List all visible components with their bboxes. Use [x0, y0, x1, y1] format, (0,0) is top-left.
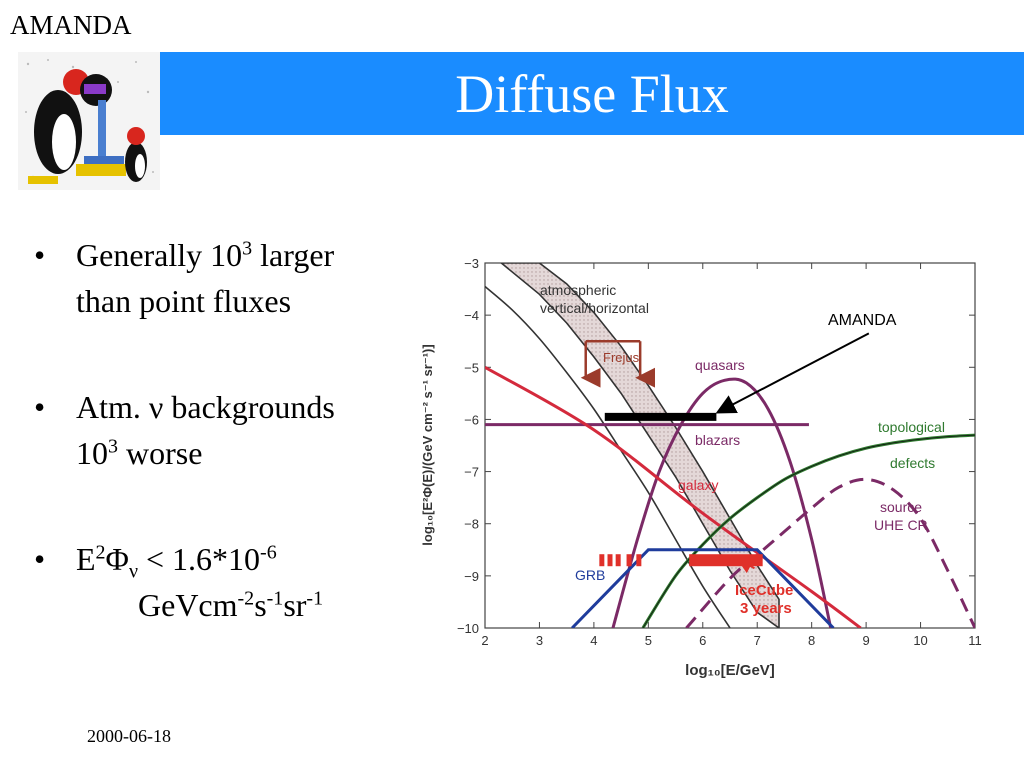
bullet-flux-comparison: Generally 103 larger than point fluxes: [30, 232, 415, 324]
icecube-dash: [636, 554, 642, 567]
label-topological: topological: [878, 419, 945, 435]
bullet2-line2-pre: 10: [76, 435, 108, 471]
y-tick-label: −10: [457, 621, 479, 636]
label-frejus: Frejus: [603, 350, 640, 365]
bullet3-phi-sub: ν: [128, 560, 138, 583]
footer-date: 2000-06-18: [87, 726, 171, 746]
y-tick-label: −3: [464, 256, 479, 271]
y-tick-label: −4: [464, 308, 479, 323]
bullet3-limit-exp: -6: [260, 541, 277, 564]
bullet1-line1-post: larger: [252, 237, 335, 273]
y-tick-label: −9: [464, 569, 479, 584]
bullet-backgrounds: Atm. ν backgrounds 103 worse: [30, 384, 415, 476]
amanda-arrow: [715, 332, 870, 414]
x-tick-label: 7: [754, 633, 761, 648]
y-tick-label: −6: [464, 412, 479, 427]
label-source: source: [880, 499, 922, 515]
x-tick-label: 11: [968, 633, 982, 648]
x-tick-label: 8: [808, 633, 815, 648]
label-atmospheric: atmospheric: [540, 282, 616, 298]
series-topological-core: [642, 434, 975, 628]
unit-gevcm: GeVcm: [138, 587, 238, 623]
unit-s-exp: -1: [266, 587, 284, 610]
corner-label: AMANDA: [10, 10, 132, 40]
bullet2-exp: 3: [108, 435, 118, 458]
page-title: Diffuse Flux: [455, 63, 729, 124]
label-galaxy: galaxy: [678, 477, 718, 493]
bullet3-e-exp: 2: [95, 541, 106, 564]
bullet-list: Generally 103 larger than point fluxes A…: [30, 232, 415, 688]
series-quasars: [611, 377, 833, 628]
x-axis-label: log₁₀[E/GeV]: [685, 662, 775, 679]
icecube-bar: [689, 554, 763, 567]
bullet-limit: E2Φν < 1.6*10-6 GeVcm-2s-1sr-1: [30, 536, 415, 628]
bullet3-limit: < 1.6*10: [137, 541, 261, 577]
label-amanda: AMANDA: [828, 312, 897, 329]
x-tick-label: 10: [913, 633, 927, 648]
y-axis-label: log₁₀[E²Φ(E)/(GeV cm⁻² s⁻¹ sr⁻¹)]: [420, 344, 435, 545]
label-grb: GRB: [575, 567, 605, 583]
plot-area: [485, 263, 975, 628]
atmospheric-band: [500, 263, 780, 628]
x-tick-label: 3: [536, 633, 543, 648]
x-tick-label: 2: [481, 633, 488, 648]
bullet3-e: E: [76, 541, 96, 577]
icecube-arrow: [736, 558, 755, 574]
label-blazars: blazars: [695, 432, 740, 448]
icecube-dash: [599, 554, 605, 567]
label-defects: defects: [890, 455, 935, 471]
flux-chart: 2 3 4 5 6 7 8 9 10 11 −3 −4 −5 −6 −7 −8 −9 −10 log₁₀[E²Φ(…: [420, 256, 982, 679]
penguin-microscope-icon: [18, 52, 160, 190]
icecube-dash: [615, 554, 621, 567]
label-vertical-horizontal: vertical/horizontal: [540, 300, 649, 316]
y-tick-label: −8: [464, 517, 479, 532]
series-grb: [571, 548, 835, 628]
title-bar: Diffuse Flux: [160, 52, 1024, 135]
label-quasars: quasars: [695, 357, 745, 373]
x-tick-label: 9: [862, 633, 869, 648]
label-icecube-years: 3 years: [740, 600, 792, 617]
y-tick-label: −7: [464, 465, 479, 480]
bullet3-phi: Φ: [105, 541, 129, 577]
bullet2-line2-post: worse: [118, 435, 203, 471]
label-icecube: IceCube: [735, 582, 793, 599]
unit-sr: sr: [283, 587, 307, 623]
unit-gevcm-exp: -2: [237, 587, 255, 610]
x-tick-label: 5: [645, 633, 652, 648]
unit-sr-exp: -1: [306, 587, 324, 610]
bullet1-line1-pre: Generally 10: [76, 237, 243, 273]
y-tick-label: −5: [464, 360, 479, 375]
x-tick-label: 4: [590, 633, 597, 648]
bullet2-line1: Atm. ν backgrounds: [76, 389, 335, 425]
icecube-dash: [626, 554, 632, 567]
icecube-dash: [607, 554, 613, 567]
series-galaxy: [485, 365, 862, 628]
plot-overlay: [604, 332, 870, 421]
bullet1-line2: than point fluxes: [76, 283, 292, 319]
unit-s: s: [254, 587, 267, 623]
x-tick-label: 6: [699, 633, 706, 648]
bullet1-exp: 3: [242, 237, 253, 260]
label-uhe-cr: UHE CR: [874, 517, 928, 533]
bullet3-units: GeVcm-2s-1sr-1: [76, 582, 415, 628]
